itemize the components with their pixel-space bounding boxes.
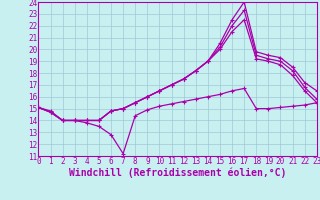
X-axis label: Windchill (Refroidissement éolien,°C): Windchill (Refroidissement éolien,°C) (69, 167, 286, 178)
